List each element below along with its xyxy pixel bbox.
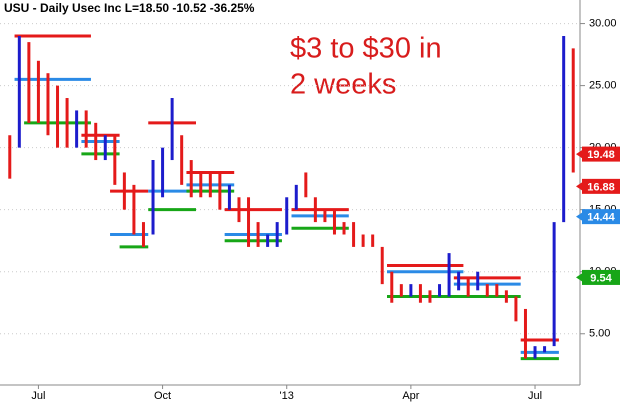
price-marker bbox=[582, 178, 620, 194]
annotation: 2 weeks bbox=[290, 69, 396, 101]
annotation: $3 to $30 in bbox=[290, 33, 442, 65]
price-marker-label: 14.44 bbox=[587, 212, 615, 224]
price-marker-arrow bbox=[576, 150, 582, 159]
price-marker-arrow bbox=[576, 182, 582, 191]
price-marker-arrow bbox=[576, 273, 582, 282]
price-marker-label: 16.88 bbox=[587, 181, 615, 193]
price-marker bbox=[582, 269, 620, 285]
price-marker bbox=[582, 209, 620, 225]
y-tick-label: 5.00 bbox=[589, 328, 610, 340]
price-marker-label: 19.48 bbox=[587, 149, 615, 161]
y-tick-label: 30.00 bbox=[589, 17, 617, 29]
price-marker bbox=[582, 146, 620, 162]
y-tick-label: 25.00 bbox=[589, 80, 617, 92]
price-marker-label: 9.54 bbox=[590, 272, 612, 284]
x-tick-label: Oct bbox=[154, 390, 171, 402]
x-tick-label: Jul bbox=[31, 390, 45, 402]
x-tick-label: Jul bbox=[528, 390, 542, 402]
price-marker-arrow bbox=[576, 212, 582, 221]
x-tick-label: Apr bbox=[402, 390, 419, 402]
x-tick-label: '13 bbox=[280, 390, 294, 402]
chart-title: USU - Daily Usec Inc L=18.50 -10.52 -36.… bbox=[4, 1, 255, 15]
